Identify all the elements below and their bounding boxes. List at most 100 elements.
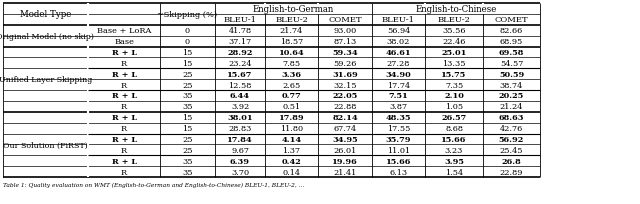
Text: 6.13: 6.13 bbox=[389, 168, 408, 176]
Text: 8.68: 8.68 bbox=[445, 124, 463, 132]
Text: 59.34: 59.34 bbox=[332, 49, 358, 57]
Text: 21.74: 21.74 bbox=[280, 27, 303, 35]
Text: 68.63: 68.63 bbox=[499, 114, 524, 122]
Text: 0: 0 bbox=[185, 27, 190, 35]
Text: 15: 15 bbox=[182, 49, 193, 57]
Text: 67.74: 67.74 bbox=[333, 124, 356, 132]
Text: R: R bbox=[121, 124, 127, 132]
Text: 46.61: 46.61 bbox=[386, 49, 412, 57]
Text: 25.45: 25.45 bbox=[500, 146, 524, 154]
Text: 35: 35 bbox=[182, 103, 193, 111]
Text: 38.01: 38.01 bbox=[227, 114, 253, 122]
Text: Base + LoRA: Base + LoRA bbox=[97, 27, 151, 35]
Text: R + L: R + L bbox=[111, 92, 136, 100]
Text: 19.96: 19.96 bbox=[332, 157, 358, 165]
Text: 22.89: 22.89 bbox=[500, 168, 523, 176]
Text: 3.87: 3.87 bbox=[389, 103, 408, 111]
Text: 34.90: 34.90 bbox=[386, 70, 412, 78]
Text: 25: 25 bbox=[182, 70, 193, 78]
Text: 23.24: 23.24 bbox=[228, 60, 252, 68]
Text: 0.51: 0.51 bbox=[282, 103, 301, 111]
Text: 82.14: 82.14 bbox=[332, 114, 358, 122]
Text: 28.83: 28.83 bbox=[228, 124, 252, 132]
Text: 37.17: 37.17 bbox=[228, 38, 252, 46]
Text: 20.25: 20.25 bbox=[499, 92, 524, 100]
Text: 13.35: 13.35 bbox=[442, 60, 466, 68]
Text: 54.57: 54.57 bbox=[500, 60, 523, 68]
Text: 12.58: 12.58 bbox=[228, 81, 252, 89]
Text: 18.57: 18.57 bbox=[280, 38, 303, 46]
Text: 2.65: 2.65 bbox=[282, 81, 301, 89]
Text: R: R bbox=[121, 81, 127, 89]
Text: 48.35: 48.35 bbox=[386, 114, 412, 122]
Text: 26.8: 26.8 bbox=[502, 157, 522, 165]
Text: 50.59: 50.59 bbox=[499, 70, 524, 78]
Text: 9.67: 9.67 bbox=[231, 146, 249, 154]
Text: 15.66: 15.66 bbox=[386, 157, 411, 165]
Text: 31.69: 31.69 bbox=[332, 70, 358, 78]
Text: 41.78: 41.78 bbox=[228, 27, 252, 35]
Text: Unified Layer Skipping: Unified Layer Skipping bbox=[0, 76, 92, 84]
Text: 21.24: 21.24 bbox=[500, 103, 523, 111]
Text: R: R bbox=[121, 146, 127, 154]
Text: BLEU-1: BLEU-1 bbox=[223, 16, 257, 24]
Text: English-to-German: English-to-German bbox=[253, 5, 334, 14]
Text: R: R bbox=[121, 168, 127, 176]
Text: 3.92: 3.92 bbox=[231, 103, 249, 111]
Text: 21.41: 21.41 bbox=[333, 168, 356, 176]
Text: 11.01: 11.01 bbox=[387, 146, 410, 154]
Text: 35: 35 bbox=[182, 92, 193, 100]
Text: 22.46: 22.46 bbox=[442, 38, 466, 46]
Text: BLEU-2: BLEU-2 bbox=[438, 16, 470, 24]
Text: 1.37: 1.37 bbox=[282, 146, 301, 154]
Text: 6.39: 6.39 bbox=[230, 157, 250, 165]
Text: 3.23: 3.23 bbox=[445, 146, 463, 154]
Text: 0.42: 0.42 bbox=[282, 157, 301, 165]
Text: ~Skipping (%): ~Skipping (%) bbox=[157, 11, 218, 19]
Text: 15: 15 bbox=[182, 124, 193, 132]
Text: Original Model (no skip): Original Model (no skip) bbox=[0, 32, 95, 40]
Text: 35: 35 bbox=[182, 168, 193, 176]
Text: 25.01: 25.01 bbox=[442, 49, 467, 57]
Text: R + L: R + L bbox=[111, 114, 136, 122]
Text: BLEU-2: BLEU-2 bbox=[275, 16, 308, 24]
Text: 15.75: 15.75 bbox=[442, 70, 467, 78]
Text: 87.13: 87.13 bbox=[333, 38, 356, 46]
Text: 17.74: 17.74 bbox=[387, 81, 410, 89]
Text: COMET: COMET bbox=[495, 16, 528, 24]
Text: R + L: R + L bbox=[111, 70, 136, 78]
Text: COMET: COMET bbox=[328, 16, 362, 24]
Text: R + L: R + L bbox=[111, 157, 136, 165]
Text: Model Type: Model Type bbox=[20, 10, 71, 19]
Text: 22.05: 22.05 bbox=[332, 92, 358, 100]
Text: 56.94: 56.94 bbox=[387, 27, 410, 35]
Text: 93.00: 93.00 bbox=[333, 27, 356, 35]
Text: 22.88: 22.88 bbox=[333, 103, 356, 111]
Text: 3.95: 3.95 bbox=[444, 157, 464, 165]
Text: 2.10: 2.10 bbox=[444, 92, 464, 100]
Text: 17.89: 17.89 bbox=[278, 114, 304, 122]
Text: 26.01: 26.01 bbox=[333, 146, 356, 154]
Text: 59.26: 59.26 bbox=[333, 60, 356, 68]
Text: Table 1: Quality evaluation on WMT (English-to-German and English-to-Chinese) BL: Table 1: Quality evaluation on WMT (Engl… bbox=[3, 182, 304, 187]
Text: Base: Base bbox=[114, 38, 134, 46]
Text: 0.77: 0.77 bbox=[282, 92, 301, 100]
Text: 7.51: 7.51 bbox=[388, 92, 408, 100]
Text: 1.54: 1.54 bbox=[445, 168, 463, 176]
Text: 15: 15 bbox=[182, 114, 193, 122]
Text: 1.05: 1.05 bbox=[445, 103, 463, 111]
Text: 35: 35 bbox=[182, 157, 193, 165]
Text: 38.02: 38.02 bbox=[387, 38, 410, 46]
Text: 11.80: 11.80 bbox=[280, 124, 303, 132]
Text: R: R bbox=[121, 60, 127, 68]
Text: 28.92: 28.92 bbox=[227, 49, 253, 57]
Text: 35.56: 35.56 bbox=[442, 27, 466, 35]
Text: 3.36: 3.36 bbox=[282, 70, 301, 78]
Text: 27.28: 27.28 bbox=[387, 60, 410, 68]
Text: 17.55: 17.55 bbox=[387, 124, 410, 132]
Text: 25: 25 bbox=[182, 81, 193, 89]
Text: 42.76: 42.76 bbox=[500, 124, 523, 132]
Text: 15.66: 15.66 bbox=[442, 135, 467, 143]
Text: 15: 15 bbox=[182, 60, 193, 68]
Text: 0.14: 0.14 bbox=[282, 168, 301, 176]
